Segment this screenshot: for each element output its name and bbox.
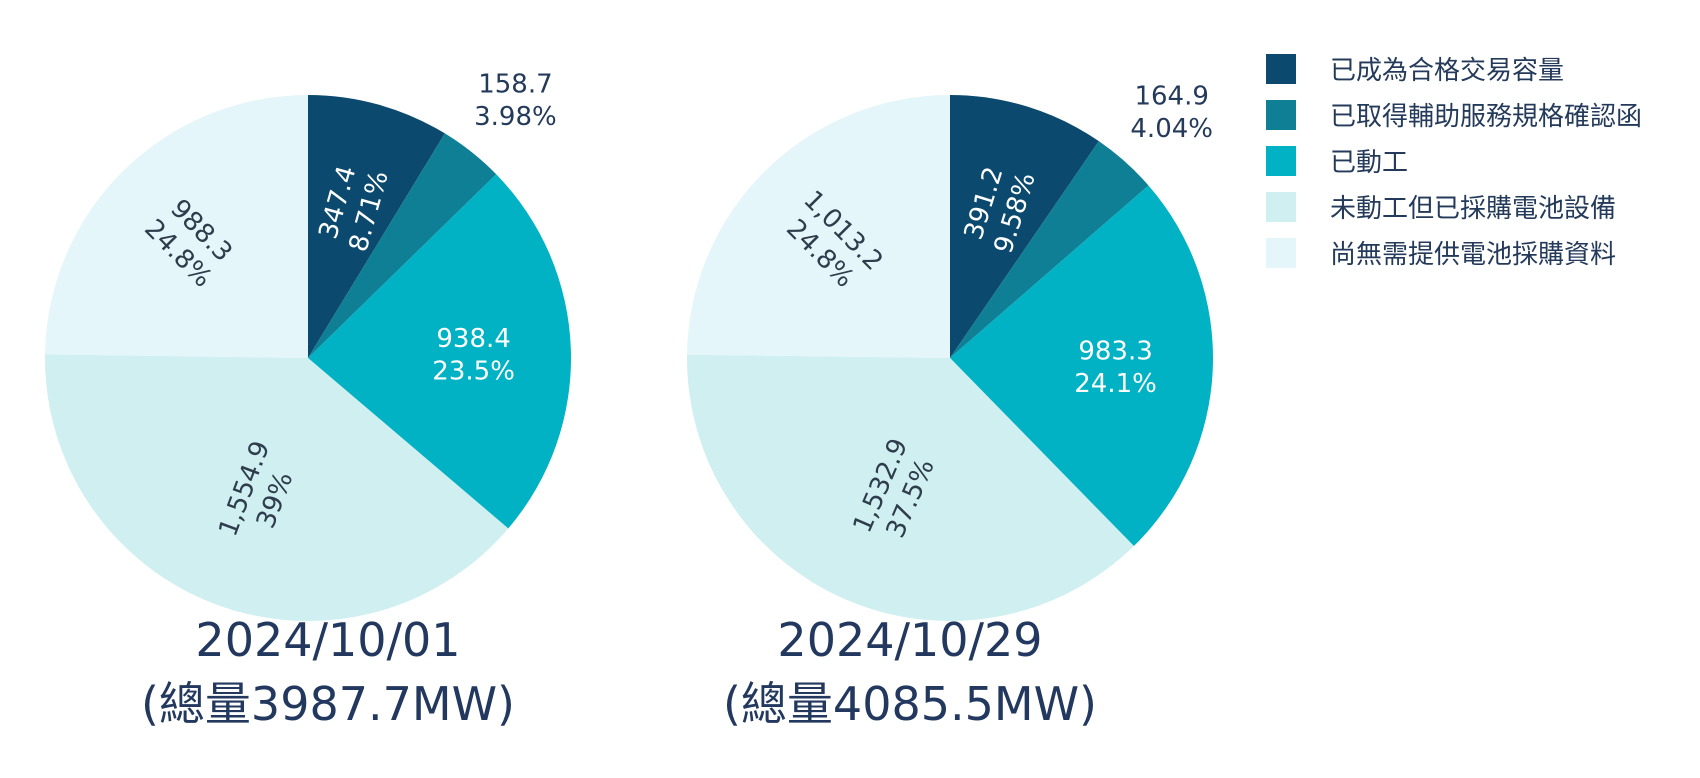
pie-2-slice-4 (687, 354, 1134, 622)
pie-2-title: 2024/10/29 (777, 613, 1042, 667)
captions-layer: 2024/10/01 (總量3987.7MW) 2024/10/29 (總量4085.… (141, 613, 1097, 731)
legend-label: 已動工 (1330, 148, 1408, 178)
pie-1-slice-5 (45, 95, 308, 358)
slice-value-label: 164.9 (1134, 81, 1208, 111)
legend-swatch (1266, 146, 1296, 176)
slice-value-label: 158.7 (478, 69, 552, 99)
pie-2-slice-5 (687, 95, 950, 358)
pie-1: 347.48.71%158.7 3.98%938.4 23.5%1,554.939%… (45, 69, 572, 621)
pie-1-slice-2 (308, 133, 497, 358)
legend-swatch (1266, 100, 1296, 130)
slice-percent-label: 4.04% (1130, 114, 1213, 144)
pie-1-slice-4 (45, 354, 509, 621)
legend-item: 尚無需提供電池採購資料 (1266, 238, 1616, 270)
legend-swatch (1266, 54, 1296, 84)
pie-2-slice-1 (950, 95, 1099, 358)
pie-2-slice-2 (950, 141, 1149, 358)
pie-2: 391.29.58%164.9 4.04%983.3 24.1%1,532.937.… (687, 81, 1213, 622)
legend: 已成為合格交易容量已取得輔助服務規格確認函已動工未動工但已採購電池設備尚無需提供… (1266, 54, 1642, 270)
pie-1-label-3: 938.4 23.5% (432, 324, 515, 387)
pie-1-title: 2024/10/01 (195, 613, 460, 667)
slice-percent-label: 3.98% (474, 102, 557, 132)
legend-item: 已取得輔助服務規格確認函 (1266, 100, 1642, 132)
pie-2-label-2: 164.9 4.04% (1130, 81, 1213, 144)
legend-swatch (1266, 192, 1296, 222)
legend-swatch (1266, 238, 1296, 268)
pie-1-slice-1 (308, 95, 445, 358)
legend-label: 已取得輔助服務規格確認函 (1330, 102, 1642, 132)
legend-item: 已成為合格交易容量 (1266, 54, 1564, 86)
slice-label-text: 983.3 24.1% (1074, 337, 1157, 400)
legend-label: 尚無需提供電池採購資料 (1330, 240, 1616, 270)
pie-1-slice-3 (308, 174, 572, 529)
legend-label: 未動工但已採購電池設備 (1330, 194, 1616, 224)
legend-item: 已動工 (1266, 146, 1408, 178)
slice-label-text: 164.9 4.04% (1130, 81, 1213, 144)
slice-percent-label: 23.5% (432, 357, 515, 387)
legend-label: 已成為合格交易容量 (1330, 56, 1564, 86)
pie-1-subtitle: (總量3987.7MW) (141, 677, 515, 731)
pie-2-label-3: 983.3 24.1% (1074, 337, 1157, 400)
slice-label-text: 158.7 3.98% (474, 69, 557, 132)
pies-layer: 347.48.71%158.7 3.98%938.4 23.5%1,554.939%… (45, 69, 1213, 622)
slice-percent-label: 24.1% (1074, 369, 1157, 399)
pie-2-slice-3 (950, 185, 1213, 547)
slice-value-label: 983.3 (1078, 337, 1152, 367)
legend-item: 未動工但已採購電池設備 (1266, 192, 1616, 224)
slice-value-label: 938.4 (436, 324, 510, 354)
pie-1-label-2: 158.7 3.98% (474, 69, 557, 132)
pie-2-subtitle: (總量4085.5MW) (723, 677, 1097, 731)
slice-label-text: 938.4 23.5% (432, 324, 515, 387)
